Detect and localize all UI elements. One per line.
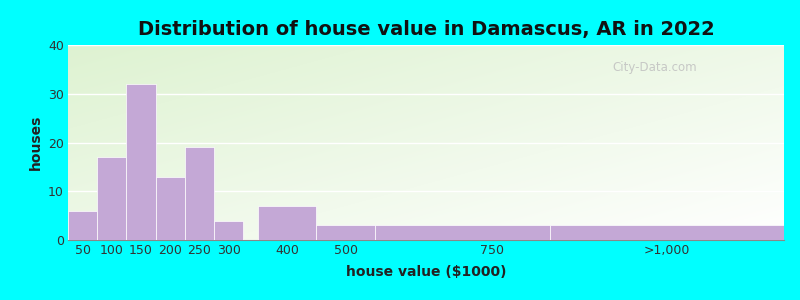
Bar xyxy=(375,225,550,240)
Text: City-Data.com: City-Data.com xyxy=(612,61,697,74)
Bar xyxy=(258,206,317,240)
Title: Distribution of house value in Damascus, AR in 2022: Distribution of house value in Damascus,… xyxy=(138,20,714,39)
Bar xyxy=(185,147,214,240)
Y-axis label: houses: houses xyxy=(29,115,42,170)
Bar xyxy=(98,157,126,240)
Bar xyxy=(126,84,156,240)
Bar xyxy=(68,211,98,240)
Bar xyxy=(156,177,185,240)
Bar xyxy=(550,225,784,240)
Bar xyxy=(214,220,243,240)
X-axis label: house value ($1000): house value ($1000) xyxy=(346,266,506,280)
Bar xyxy=(317,225,375,240)
